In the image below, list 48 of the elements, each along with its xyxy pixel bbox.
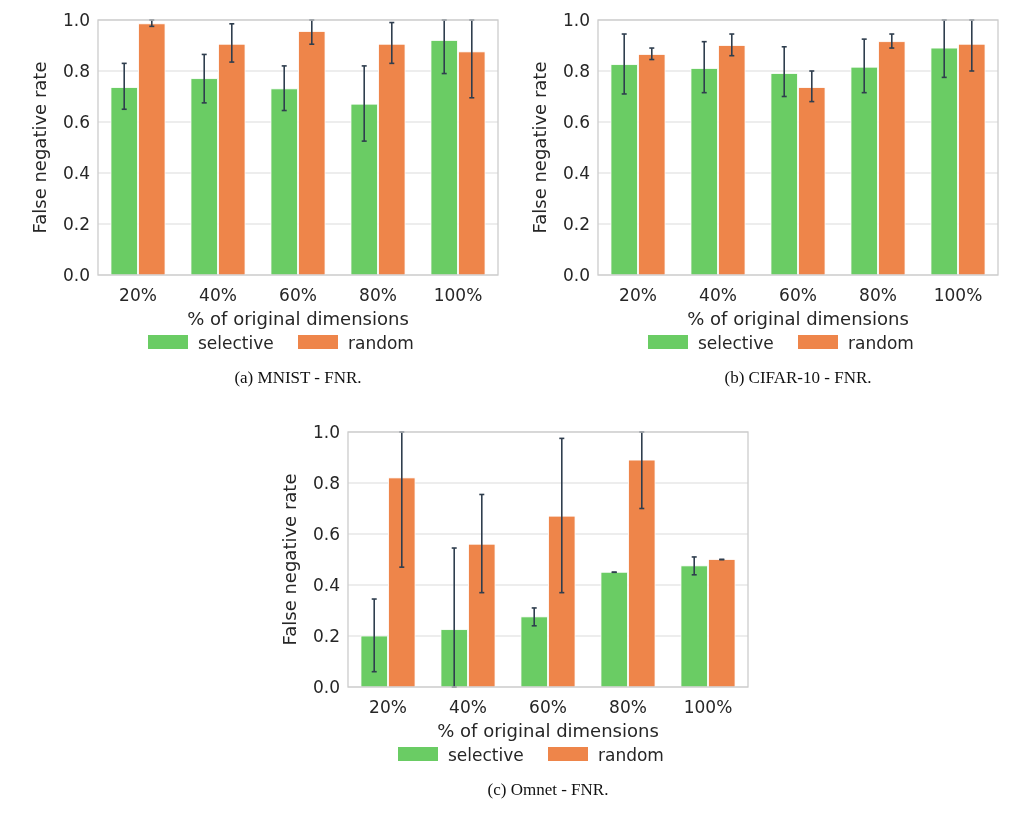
- y-tick-label: 1.0: [62, 9, 90, 30]
- y-tick-label: 0.6: [62, 111, 90, 132]
- y-tick-label: 0.4: [312, 574, 340, 595]
- y-tick-label: 0.0: [562, 264, 590, 285]
- x-axis-title: % of original dimensions: [187, 308, 409, 329]
- text: (b) CIFAR-10 - FNR.: [724, 368, 872, 387]
- text: (c) Omnet - FNR.: [487, 780, 609, 799]
- text: (a) MNIST - FNR.: [234, 368, 362, 387]
- x-tick-label: 60%: [529, 697, 567, 717]
- x-tick-label: 80%: [359, 285, 397, 305]
- x-tick-label: 80%: [859, 285, 897, 305]
- legend-label: random: [848, 332, 914, 353]
- y-tick-label: 0.6: [312, 523, 340, 544]
- y-tick-label: 0.4: [62, 162, 90, 183]
- x-tick-label: 40%: [199, 285, 237, 305]
- y-axis-title: False negative rate: [529, 61, 550, 234]
- y-tick-label: 0.4: [562, 162, 590, 183]
- y-axis-title: False negative rate: [29, 61, 50, 234]
- y-tick-label: 0.8: [62, 60, 90, 81]
- legend-label: random: [348, 332, 414, 353]
- x-tick-label: 20%: [119, 285, 157, 305]
- x-tick-label: 20%: [369, 697, 407, 717]
- y-tick-label: 0.8: [312, 472, 340, 493]
- y-tick-label: 0.8: [562, 60, 590, 81]
- y-tick-label: 0.0: [62, 264, 90, 285]
- y-tick-label: 0.2: [62, 213, 90, 234]
- x-tick-label: 60%: [279, 285, 317, 305]
- y-tick-label: 1.0: [312, 421, 340, 442]
- x-tick-label: 20%: [619, 285, 657, 305]
- y-tick-label: 0.2: [562, 213, 590, 234]
- legend-label: selective: [448, 744, 524, 765]
- x-axis-title: % of original dimensions: [437, 720, 659, 741]
- y-tick-label: 1.0: [562, 9, 590, 30]
- legend-label: random: [598, 744, 664, 765]
- legend-label: selective: [698, 332, 774, 353]
- x-tick-label: 40%: [449, 697, 487, 717]
- y-tick-label: 0.0: [312, 676, 340, 697]
- y-tick-label: 0.2: [312, 625, 340, 646]
- y-axis-title: False negative rate: [279, 473, 300, 646]
- x-tick-label: 100%: [683, 697, 733, 717]
- x-tick-label: 40%: [699, 285, 737, 305]
- x-tick-label: 80%: [609, 697, 647, 717]
- x-tick-label: 60%: [779, 285, 817, 305]
- y-tick-label: 0.6: [562, 111, 590, 132]
- x-tick-label: 100%: [933, 285, 983, 305]
- x-tick-label: 100%: [433, 285, 483, 305]
- x-axis-title: % of original dimensions: [687, 308, 909, 329]
- legend-label: selective: [198, 332, 274, 353]
